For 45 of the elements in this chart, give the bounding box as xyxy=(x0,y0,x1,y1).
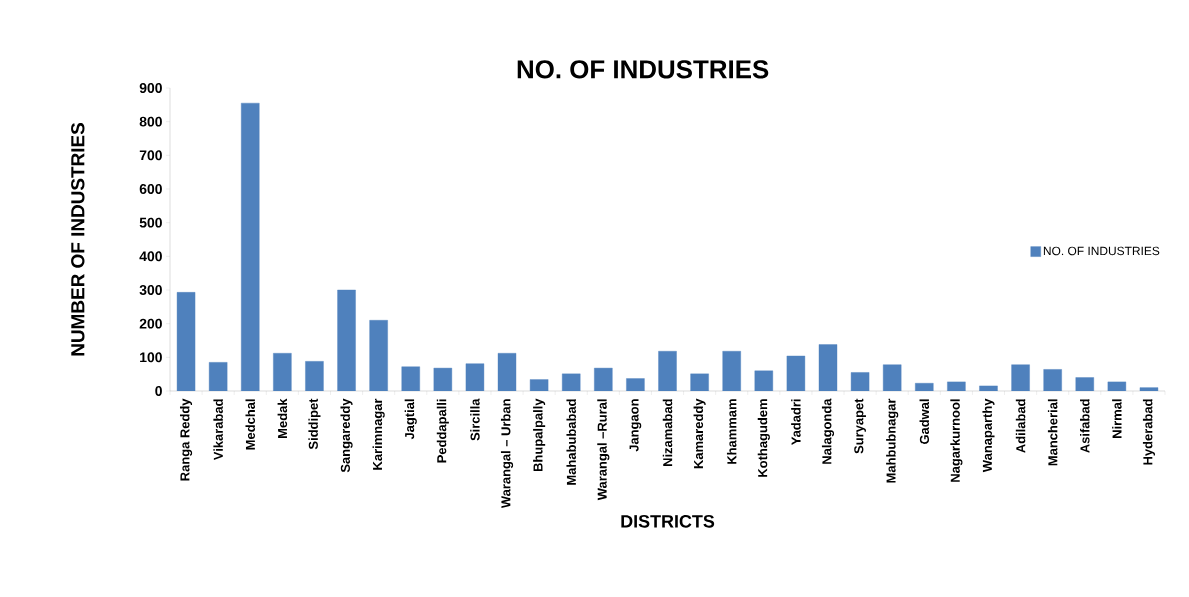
x-tick-label: Sircilla xyxy=(470,398,480,441)
y-tick-label: 500 xyxy=(139,217,162,228)
x-tick-label: Suryapet xyxy=(854,398,866,454)
x-tick-label: Mahbubnagar xyxy=(886,398,899,483)
x-tick-label: Jangaon xyxy=(629,399,642,452)
x-tick-label: Mancherial xyxy=(1047,399,1058,466)
x-tick-label: Mahabubabad xyxy=(566,399,576,485)
x-tick-label: Siddipet xyxy=(308,398,321,450)
x-tick-label: Ranga Reddy xyxy=(179,398,193,481)
x-tick-label: Nalagonda xyxy=(821,398,835,464)
x-tick-label: Warangal – Urban xyxy=(500,399,514,509)
y-tick-label: 100 xyxy=(140,352,162,363)
x-tick-label: Asifabad xyxy=(1080,399,1090,453)
y-tick-label: 700 xyxy=(139,150,162,161)
y-tick-label: 800 xyxy=(139,116,162,127)
y-tick-label: 0 xyxy=(155,386,162,396)
y-axis-title: NUMBER OF INDUSTRIES xyxy=(71,123,85,356)
x-tick-label: Gadwal xyxy=(919,399,930,445)
x-tick-label: Peddapalli xyxy=(436,399,449,463)
x-tick-label: Kothagudem xyxy=(757,399,770,477)
x-tick-label: Hyderabad xyxy=(1142,399,1155,465)
x-tick-label: Wanaparthy xyxy=(982,398,995,473)
x-tick-label: Medchal xyxy=(245,399,256,450)
chart-title: NO. OF INDUSTRIES xyxy=(517,60,769,79)
y-tick-label: 300 xyxy=(139,285,162,295)
x-axis-title: DISTRICTS xyxy=(621,514,715,528)
y-tick-label: 400 xyxy=(139,251,162,262)
x-tick-label: Nagarkurnool xyxy=(950,399,963,482)
x-tick-label: Warangal –Rural xyxy=(597,399,610,501)
x-tick-label: Nirmal xyxy=(1112,399,1122,438)
y-tick-label: 200 xyxy=(139,318,162,329)
x-tick-label: Vikarabad xyxy=(213,399,223,461)
x-tick-label: Nizamabad xyxy=(662,399,673,467)
x-tick-label: Kamareddy xyxy=(693,398,706,469)
x-tick-label: Sangareddy xyxy=(340,398,353,473)
legend-label: NO. OF INDUSTRIES xyxy=(1043,246,1160,256)
y-tick-label: 900 xyxy=(139,83,162,93)
x-tick-label: Medak xyxy=(277,398,288,438)
y-tick-label: 600 xyxy=(139,184,162,194)
x-tick-label: Khammam xyxy=(726,399,737,464)
x-tick-label: Karimnagar xyxy=(372,398,385,470)
x-tick-label: Yadadri xyxy=(791,399,801,446)
x-tick-label: Bhupalpally xyxy=(533,398,546,472)
x-tick-label: Adilabad xyxy=(1015,399,1026,453)
x-tick-label: Jagtial xyxy=(404,399,417,440)
